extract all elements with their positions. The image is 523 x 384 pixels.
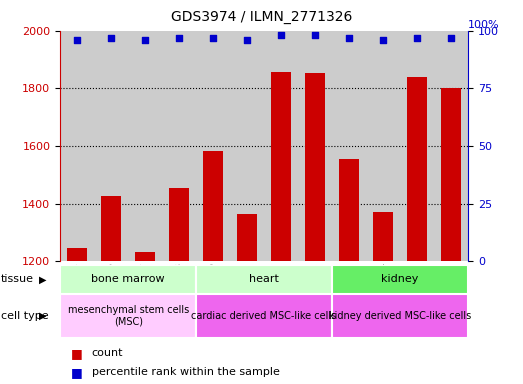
Point [277, 32, 286, 38]
Text: kidney derived MSC-like cells: kidney derived MSC-like cells [329, 311, 471, 321]
Bar [434, 31, 468, 261]
Text: ■: ■ [71, 366, 82, 379]
Point [379, 37, 388, 43]
Bar [271, 71, 291, 261]
Text: bone marrow: bone marrow [92, 274, 165, 285]
Bar [298, 31, 332, 261]
Bar [60, 294, 196, 338]
Bar [332, 294, 468, 338]
Bar [128, 31, 162, 261]
Point [413, 35, 422, 41]
Bar [60, 31, 94, 261]
Bar [60, 265, 196, 294]
Text: tissue: tissue [1, 274, 34, 285]
Point [141, 37, 150, 43]
Point [209, 35, 218, 41]
Bar [101, 196, 121, 261]
Bar [67, 248, 87, 261]
Text: mesenchymal stem cells
(MSC): mesenchymal stem cells (MSC) [67, 305, 189, 327]
Bar [373, 212, 393, 261]
Bar [94, 31, 128, 261]
Point [175, 35, 184, 41]
Bar [339, 159, 359, 261]
Bar [196, 31, 230, 261]
Point [73, 37, 82, 43]
Point [243, 37, 252, 43]
Bar [264, 31, 298, 261]
Bar [230, 31, 264, 261]
Bar [305, 73, 325, 261]
Bar [332, 31, 366, 261]
Text: count: count [92, 348, 123, 358]
Bar [196, 294, 332, 338]
Bar [441, 88, 461, 261]
Bar [196, 265, 332, 294]
Bar [203, 151, 223, 261]
Text: ▶: ▶ [39, 274, 47, 285]
Text: kidney: kidney [381, 274, 419, 285]
Text: heart: heart [249, 274, 279, 285]
Text: cell type: cell type [1, 311, 49, 321]
Bar [169, 188, 189, 261]
Text: 100%: 100% [468, 20, 499, 30]
Point [345, 35, 354, 41]
Text: GDS3974 / ILMN_2771326: GDS3974 / ILMN_2771326 [171, 10, 352, 23]
Text: ■: ■ [71, 347, 82, 360]
Bar [162, 31, 196, 261]
Text: ▶: ▶ [39, 311, 47, 321]
Text: cardiac derived MSC-like cells: cardiac derived MSC-like cells [191, 311, 337, 321]
Point [107, 35, 116, 41]
Bar [135, 252, 155, 261]
Point [447, 35, 456, 41]
Text: percentile rank within the sample: percentile rank within the sample [92, 367, 279, 377]
Bar [400, 31, 434, 261]
Point [311, 32, 320, 38]
Bar [332, 265, 468, 294]
Bar [407, 77, 427, 261]
Bar [366, 31, 400, 261]
Bar [237, 214, 257, 261]
